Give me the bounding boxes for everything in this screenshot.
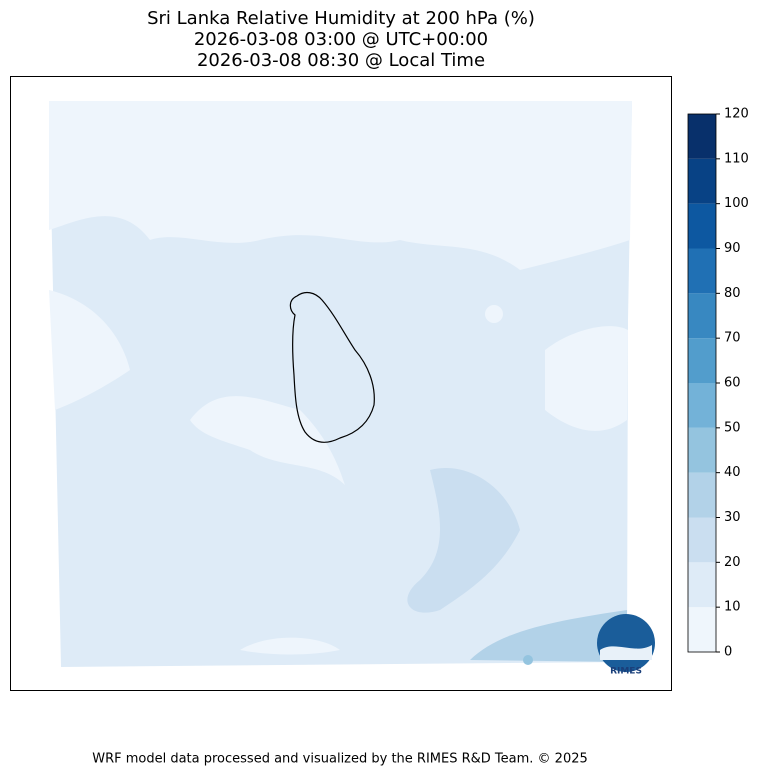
coastline — [289, 291, 375, 443]
field-light — [240, 637, 340, 655]
footer: WRF model data processed and visualized … — [92, 752, 588, 767]
colorbar-swatch — [688, 114, 716, 159]
colorbar-swatch — [688, 203, 716, 249]
colorbar-tick-label: 30 — [724, 510, 741, 525]
field-light — [190, 396, 345, 485]
colorbar-swatch — [688, 607, 716, 652]
colorbar-swatch — [688, 472, 716, 518]
colorbar-swatch — [688, 338, 716, 383]
colorbar-swatch — [688, 427, 716, 473]
title-block: Sri Lanka Relative Humidity at 200 hPa (… — [147, 8, 535, 71]
title-line: Sri Lanka Relative Humidity at 200 hPa (… — [147, 8, 535, 29]
logo-text: RIMES — [610, 667, 642, 677]
colorbar-swatch — [688, 517, 716, 563]
colorbar-tick-label: 70 — [724, 331, 741, 346]
colorbar-tick-label: 20 — [724, 555, 741, 570]
colorbar-swatch — [688, 562, 716, 608]
field-high — [470, 610, 627, 662]
colorbar-swatch — [688, 383, 716, 428]
logo-wave — [600, 645, 652, 660]
colorbar-tick-label: 50 — [724, 420, 741, 435]
colorbar-tick-label: 120 — [724, 107, 749, 122]
humidity-field — [49, 101, 632, 667]
colorbar-tick-label: 0 — [724, 645, 732, 660]
colorbar-tick-label: 60 — [724, 376, 741, 391]
colorbar-swatch — [688, 248, 716, 294]
colorbar-tick-label: 90 — [724, 241, 741, 256]
field-high — [523, 655, 533, 665]
field-light — [545, 326, 628, 431]
colorbar-tick-label: 100 — [724, 196, 749, 211]
colorbar: 0 10 20 30 40 50 60 70 80 90 100 110 120 — [687, 107, 749, 660]
colorbar-tick-label: 10 — [724, 600, 741, 615]
colorbar-tick-label: 80 — [724, 286, 741, 301]
logo-circle — [597, 614, 655, 672]
logo: RIMES — [597, 614, 655, 677]
colorbar-swatch — [688, 158, 716, 204]
title-line: 2026-03-08 08:30 @ Local Time — [197, 50, 485, 71]
field-light — [49, 290, 130, 410]
field-light — [49, 101, 632, 270]
field-light — [485, 305, 503, 323]
title-line: 2026-03-08 03:00 @ UTC+00:00 — [194, 29, 488, 50]
field-mid — [407, 468, 520, 613]
colorbar-tick-label: 110 — [724, 151, 749, 166]
colorbar-swatch — [688, 293, 716, 339]
colorbar-tick-label: 40 — [724, 465, 741, 480]
